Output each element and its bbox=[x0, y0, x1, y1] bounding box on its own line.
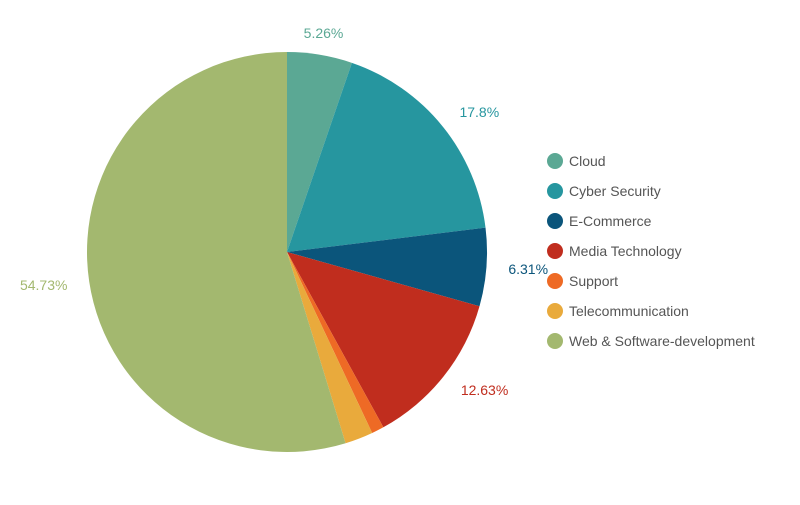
legend-label: Cyber Security bbox=[569, 183, 661, 199]
legend-label: E-Commerce bbox=[569, 213, 652, 229]
legend-swatch bbox=[547, 243, 563, 259]
slice-label-web-software-development: 54.73% bbox=[20, 277, 67, 293]
slice-label-cloud: 5.26% bbox=[304, 25, 344, 41]
pie-slice-support[interactable] bbox=[287, 252, 384, 433]
legend-item-e-commerce[interactable]: E-Commerce bbox=[547, 213, 652, 229]
legend-swatch bbox=[547, 153, 563, 169]
slice-labels: 5.26% 17.8% 6.31% 12.63% 54.73% bbox=[20, 25, 548, 398]
legend-item-cloud[interactable]: Cloud bbox=[547, 153, 606, 169]
legend-item-web-software-development[interactable]: Web & Software-development bbox=[547, 333, 755, 349]
legend-swatch bbox=[547, 273, 563, 289]
pie-slice-media-technology[interactable] bbox=[287, 252, 480, 428]
pie-slice-e-commerce[interactable] bbox=[287, 227, 487, 307]
legend-label: Telecommunication bbox=[569, 303, 689, 319]
pie-slices bbox=[86, 52, 487, 453]
legend-swatch bbox=[547, 213, 563, 229]
legend-label: Web & Software-development bbox=[569, 333, 755, 349]
slice-label-media-technology: 12.63% bbox=[461, 382, 508, 398]
pie-slice-cloud[interactable] bbox=[287, 52, 352, 252]
legend-label: Media Technology bbox=[569, 243, 682, 259]
pie-slice-web-software-development[interactable] bbox=[86, 52, 346, 453]
legend-item-support[interactable]: Support bbox=[547, 273, 618, 289]
pie-slice-telecommunication[interactable] bbox=[287, 252, 373, 444]
legend-item-telecommunication[interactable]: Telecommunication bbox=[547, 303, 689, 319]
legend-item-cyber-security[interactable]: Cyber Security bbox=[547, 183, 661, 199]
slice-label-e-commerce: 6.31% bbox=[508, 261, 548, 277]
legend-item-media-technology[interactable]: Media Technology bbox=[547, 243, 682, 259]
legend-swatch bbox=[547, 183, 563, 199]
legend: Cloud Cyber Security E-Commerce Media Techn… bbox=[547, 153, 755, 349]
legend-swatch bbox=[547, 333, 563, 349]
legend-label: Support bbox=[569, 273, 618, 289]
slice-label-cyber-security: 17.8% bbox=[459, 104, 499, 120]
legend-label: Cloud bbox=[569, 153, 606, 169]
legend-swatch bbox=[547, 303, 563, 319]
pie-slice-cyber-security[interactable] bbox=[287, 62, 486, 252]
